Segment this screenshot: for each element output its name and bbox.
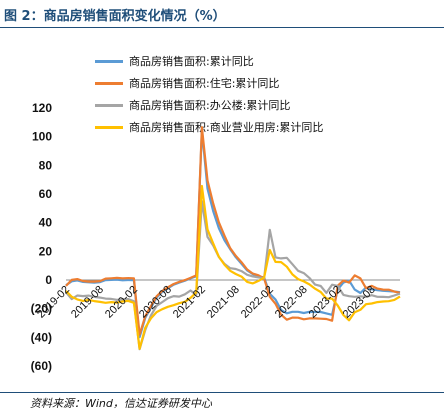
source-note: 资料来源：Wind，信达证券研发中心	[30, 397, 212, 410]
x-tick-label: 2021-08	[205, 284, 242, 321]
y-tick-label: 40	[39, 216, 53, 230]
y-tick-label: 100	[32, 130, 52, 144]
y-tick-label: 0	[45, 273, 52, 287]
y-tick-label: 20	[39, 244, 53, 258]
x-tick-label: 2020-08	[137, 284, 174, 321]
y-tick-label: (40)	[31, 330, 52, 344]
y-axis-ticks: 120 100 80 60 40 20 0 (20) (40) (60)	[31, 101, 53, 373]
x-tick-label: 2021-02	[171, 284, 208, 321]
y-tick-label: 60	[39, 187, 53, 201]
x-axis-ticks: 2019-022019-082020-022020-082021-022021-…	[35, 284, 378, 321]
legend-swatch-total	[95, 60, 123, 63]
legend-item-office: 商品房销售面积:办公楼:累计同比	[95, 97, 415, 113]
y-tick-label: (20)	[31, 302, 52, 316]
title-bar: 图 2：商品房销售面积变化情况（%）	[0, 0, 444, 28]
series-line-office	[65, 200, 401, 351]
x-tick-label: 2023-02	[307, 284, 344, 321]
legend-label-commercial: 商品房销售面积:商业营业用房:累计同比	[129, 121, 324, 134]
figure-title: 图 2：商品房销售面积变化情况（%）	[4, 9, 226, 24]
legend-label-office: 商品房销售面积:办公楼:累计同比	[129, 99, 291, 112]
y-tick-label: 80	[39, 158, 53, 172]
legend-label-residential: 商品房销售面积:住宅:累计同比	[129, 77, 280, 90]
legend-swatch-office	[95, 104, 123, 107]
line-chart: 120 100 80 60 40 20 0 (20) (40) (60) 2019-022019-…	[31, 101, 401, 373]
legend-item-commercial: 商品房销售面积:商业营业用房:累计同比	[95, 119, 415, 135]
footer: 资料来源：Wind，信达证券研发中心	[0, 392, 444, 413]
x-tick-label: 2022-08	[273, 284, 310, 321]
y-tick-label: 120	[32, 101, 52, 115]
x-tick-label: 2022-02	[239, 284, 276, 321]
x-tick-label: 2023-08	[341, 284, 378, 321]
series-lines	[65, 126, 401, 351]
legend-label-total: 商品房销售面积:累计同比	[129, 55, 254, 68]
series-line-commercial	[65, 184, 401, 350]
legend-swatch-residential	[95, 82, 123, 85]
legend-item-total: 商品房销售面积:累计同比	[95, 53, 415, 69]
legend-item-residential: 商品房销售面积:住宅:累计同比	[95, 75, 415, 91]
series-line-residential	[65, 126, 401, 336]
legend-swatch-commercial	[95, 126, 123, 129]
y-tick-label: (60)	[31, 359, 52, 373]
